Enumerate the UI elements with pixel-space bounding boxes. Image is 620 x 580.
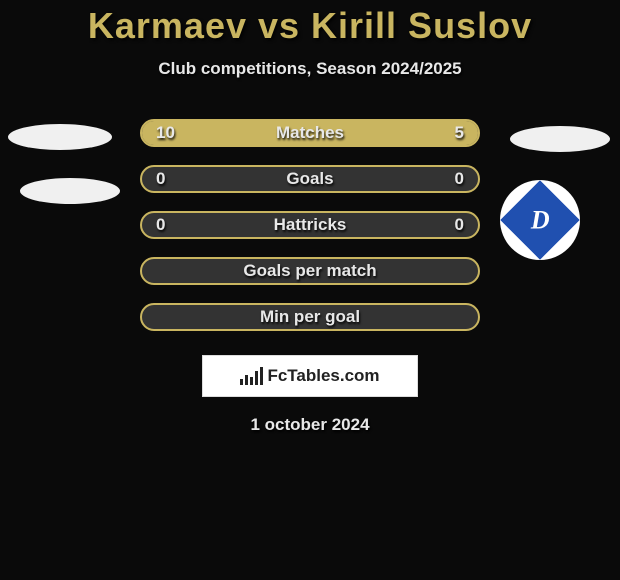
stat-left-value: 0 — [156, 169, 165, 189]
stat-right-value: 0 — [455, 169, 464, 189]
brand-text: FcTables.com — [267, 366, 379, 386]
chart-icon — [240, 367, 263, 385]
stat-right-value: 5 — [455, 123, 464, 143]
player-right-avatar-placeholder — [510, 126, 610, 152]
stat-left-value: 0 — [156, 215, 165, 235]
fctables-branding[interactable]: FcTables.com — [202, 355, 418, 397]
stat-label: Min per goal — [260, 307, 360, 327]
stat-label: Matches — [276, 123, 344, 143]
stat-left-value: 10 — [156, 123, 175, 143]
player-left-avatar-placeholder — [8, 124, 112, 150]
club-right-badge: D — [500, 180, 580, 260]
stat-label: Goals — [286, 169, 333, 189]
stat-row-goals: 0 Goals 0 — [140, 165, 480, 193]
stat-right-value: 0 — [455, 215, 464, 235]
stat-label: Hattricks — [274, 215, 347, 235]
stat-label: Goals per match — [243, 261, 376, 281]
stat-row-min-per-goal: Min per goal — [140, 303, 480, 331]
stat-row-hattricks: 0 Hattricks 0 — [140, 211, 480, 239]
badge-letter: D — [531, 205, 550, 235]
stat-row-goals-per-match: Goals per match — [140, 257, 480, 285]
stat-row-matches: 10 Matches 5 — [140, 119, 480, 147]
club-left-avatar-placeholder — [20, 178, 120, 204]
date-label: 1 october 2024 — [250, 415, 369, 435]
subtitle: Club competitions, Season 2024/2025 — [158, 59, 461, 79]
page-title: Karmaev vs Kirill Suslov — [88, 5, 532, 47]
